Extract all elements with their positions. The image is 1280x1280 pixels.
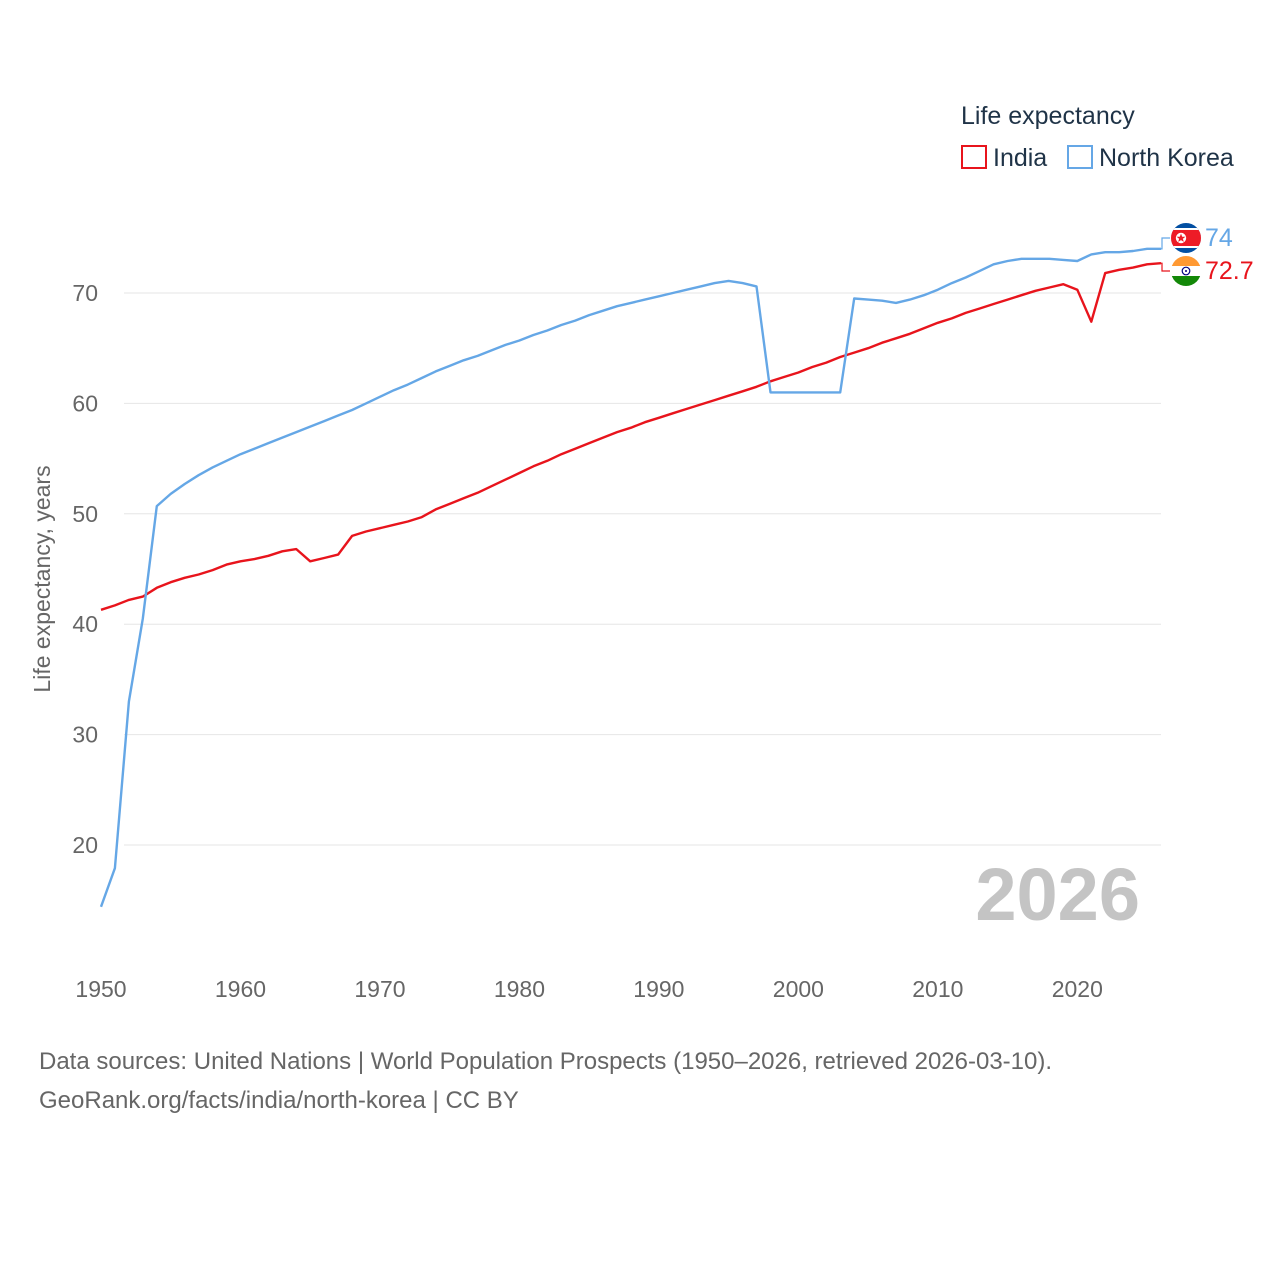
x-tick-label-2010: 2010 bbox=[912, 976, 963, 1002]
series-line-india bbox=[100, 262, 1162, 611]
series-line-north-korea bbox=[99, 247, 1161, 908]
life-expectancy-chart: Life expectancy India North Korea 20 30 40… bbox=[29, 102, 1254, 1002]
end-value-north-korea: 74 bbox=[1205, 224, 1233, 252]
y-tick-label-40: 40 bbox=[72, 611, 98, 637]
y-tick-label-70: 70 bbox=[72, 280, 98, 306]
x-tick-label-1990: 1990 bbox=[633, 976, 684, 1002]
end-connector-north-korea bbox=[1161, 237, 1170, 250]
x-tick-label-2020: 2020 bbox=[1052, 976, 1103, 1002]
x-tick-label-2000: 2000 bbox=[773, 976, 824, 1002]
y-axis-label: Life expectancy, years bbox=[29, 465, 55, 692]
legend-title: Life expectancy bbox=[961, 102, 1135, 130]
legend: Life expectancy India North Korea bbox=[961, 102, 1234, 172]
legend-swatch-north-korea bbox=[1067, 145, 1093, 169]
x-tick-label-1960: 1960 bbox=[215, 976, 266, 1002]
year-watermark: 2026 bbox=[975, 853, 1140, 936]
north-korea-flag-icon bbox=[1171, 223, 1201, 253]
y-tick-label-60: 60 bbox=[72, 390, 98, 416]
legend-label-north-korea: North Korea bbox=[1099, 144, 1234, 172]
x-tick-label-1970: 1970 bbox=[354, 976, 405, 1002]
y-tick-label-20: 20 bbox=[72, 832, 98, 858]
x-tick-label-1980: 1980 bbox=[494, 976, 545, 1002]
x-tick-label-1950: 1950 bbox=[75, 976, 126, 1002]
end-connector-india bbox=[1161, 262, 1170, 272]
legend-item-north-korea[interactable]: North Korea bbox=[1067, 144, 1234, 172]
y-axis: 20 30 40 50 60 70 bbox=[72, 280, 1161, 858]
india-flag-icon bbox=[1171, 256, 1201, 286]
x-axis: 1950 1960 1970 1980 1990 2000 2010 2020 bbox=[75, 976, 1102, 1002]
legend-swatch-india bbox=[961, 145, 987, 169]
attribution-text: GeoRank.org/facts/india/north-korea | CC… bbox=[39, 1087, 519, 1114]
legend-label-india: India bbox=[993, 144, 1047, 172]
y-tick-label-50: 50 bbox=[72, 501, 98, 527]
end-value-india: 72.7 bbox=[1205, 257, 1254, 285]
legend-item-india[interactable]: India bbox=[961, 144, 1047, 172]
data-sources-text: Data sources: United Nations | World Pop… bbox=[39, 1048, 1053, 1075]
y-tick-label-30: 30 bbox=[72, 722, 98, 748]
footer: Data sources: United Nations | World Pop… bbox=[39, 1042, 1239, 1120]
